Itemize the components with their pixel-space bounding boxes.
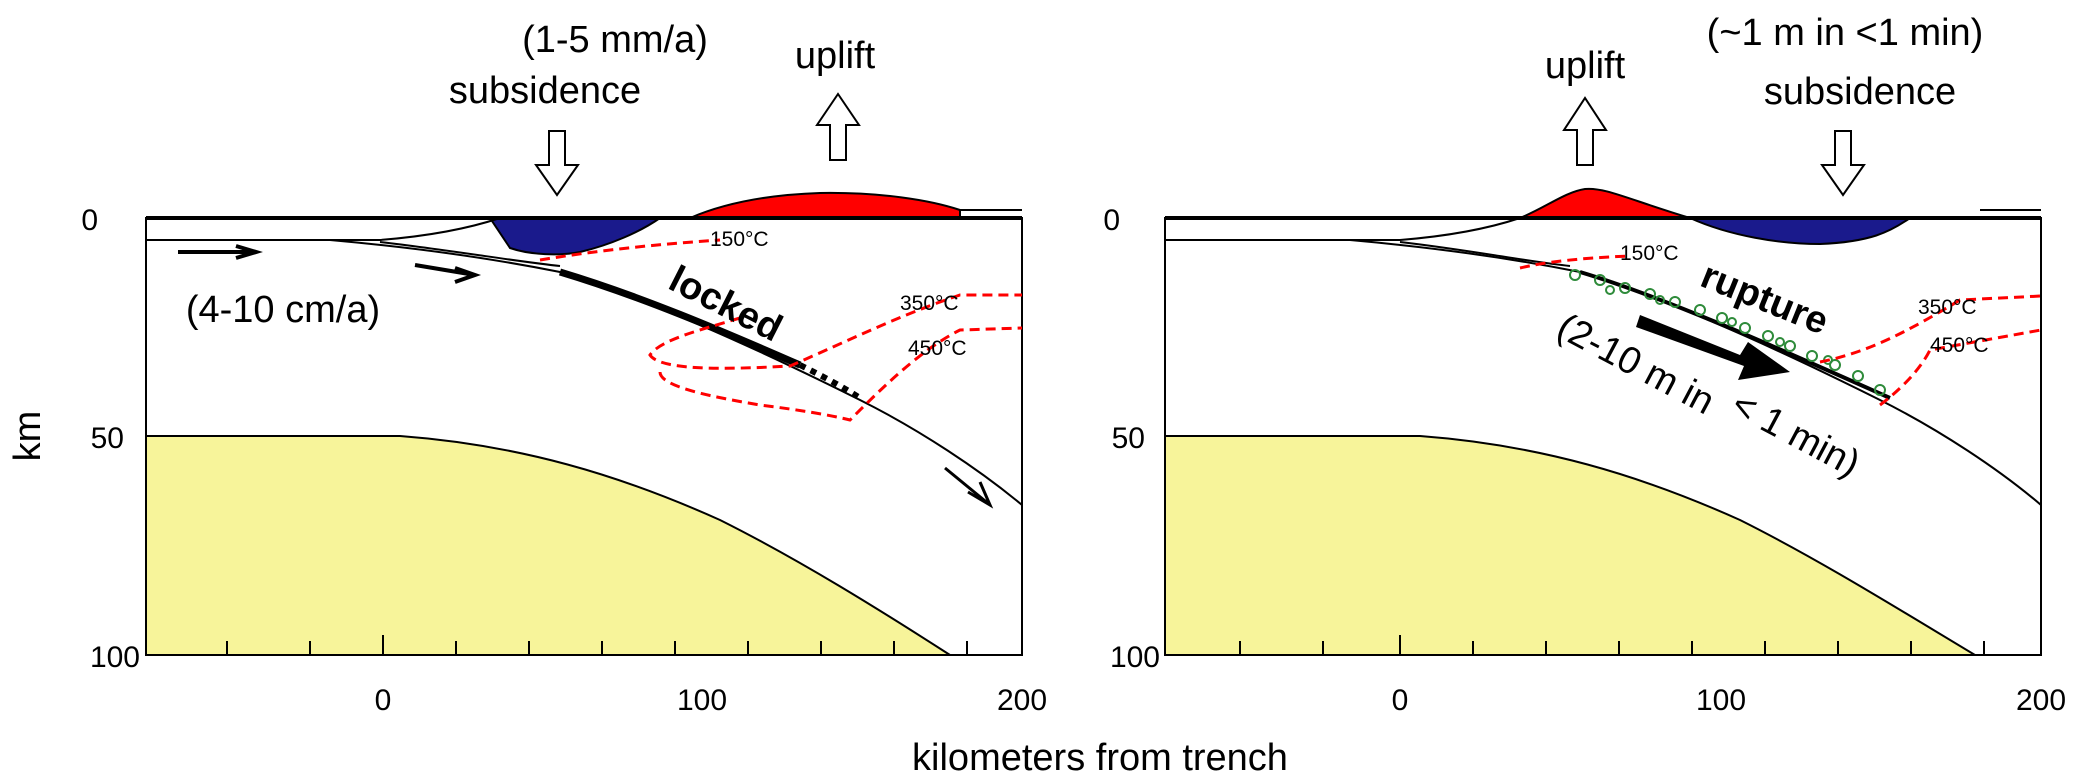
- right-isotherm-450: [1879, 328, 2042, 407]
- right-subsidence-label: subsidence: [1764, 71, 1956, 113]
- left-wedge-base: [379, 241, 561, 267]
- left-uplift-zone: [689, 191, 961, 219]
- right-xtick-label-0: 0: [1392, 684, 1409, 717]
- left-xtick-label-0: 0: [375, 684, 392, 717]
- left-convergence-rate: (4-10 cm/a): [186, 289, 380, 331]
- right-panel: uplift (~1 m in <1 min) subsidence ruptu…: [1103, 12, 2066, 717]
- right-xticks: [1239, 635, 1985, 655]
- right-wedge-top: [1165, 217, 1521, 241]
- left-plate-motion-arrow: [178, 244, 263, 260]
- right-ytick-label-100: 100: [1110, 641, 1160, 674]
- left-subsidence-label: subsidence: [449, 70, 641, 112]
- right-slip-amount-line1: (2-10 m in: [1550, 306, 1721, 423]
- left-uplift-label: uplift: [795, 35, 876, 77]
- left-ytick-label-100: 100: [90, 641, 140, 674]
- left-locked-dashes: [798, 362, 862, 401]
- left-xtick-label-100: 100: [677, 684, 727, 717]
- left-isotherm-450-label: 450°C: [908, 337, 967, 360]
- y-axis-label: km: [7, 411, 49, 462]
- left-panel: (1-5 mm/a) subsidence uplift (4-10 cm/a)…: [7, 19, 1047, 717]
- right-rupture-zone: [1579, 270, 1891, 400]
- left-locked-zone: [558, 268, 802, 369]
- right-ytick-label-50: 50: [1112, 422, 1145, 455]
- left-isotherm-150: [539, 238, 721, 262]
- right-slip-arrow: [1636, 315, 1790, 380]
- right-subsidence-arrow-icon: [1820, 130, 1866, 197]
- right-rupture-markers: [1569, 269, 1886, 396]
- right-mantle-region: [1164, 435, 1979, 656]
- right-isotherm-150-label: 150°C: [1620, 242, 1679, 265]
- left-uplift-arrow-icon: [815, 92, 861, 161]
- left-mantle-region: [145, 435, 954, 656]
- left-isotherm-350-label: 350°C: [900, 292, 959, 315]
- right-wedge-base: [1399, 241, 1571, 267]
- left-ytick-label-50: 50: [91, 422, 124, 455]
- right-uplift-arrow-icon: [1562, 96, 1608, 166]
- right-ytick-label-0: 0: [1103, 204, 1120, 237]
- right-slip-amount-line2: < 1 min): [1725, 383, 1867, 485]
- right-isotherm-350-label: 350°C: [1918, 296, 1977, 319]
- left-subsidence-rate: (1-5 mm/a): [522, 19, 708, 61]
- left-subsidence-arrow-icon: [534, 130, 580, 197]
- right-xtick-label-100: 100: [1696, 684, 1746, 717]
- left-subsidence-zone: [488, 217, 664, 256]
- right-isotherm-450-label: 450°C: [1930, 334, 1989, 357]
- left-isotherm-450: [658, 326, 1023, 422]
- right-uplift-zone: [1519, 187, 1691, 219]
- left-deep-slab-arrow: [944, 466, 994, 509]
- left-xticks: [226, 635, 968, 655]
- left-slab-motion-arrow: [414, 263, 482, 284]
- left-wedge-top: [146, 217, 501, 241]
- right-uplift-label: uplift: [1545, 45, 1626, 87]
- x-axis-label: kilometers from trench: [912, 737, 1288, 779]
- right-subsidence-rate: (~1 m in <1 min): [1707, 12, 1984, 54]
- right-xtick-label-200: 200: [2016, 684, 2066, 717]
- right-rupture-label: rupture: [1695, 254, 1834, 343]
- right-isotherm-350: [1819, 294, 2042, 364]
- right-isotherm-150: [1519, 254, 1631, 270]
- left-xtick-label-200: 200: [997, 684, 1047, 717]
- right-subsidence-zone: [1689, 217, 1914, 246]
- left-isotherm-350: [648, 293, 1022, 370]
- left-isotherm-150-label: 150°C: [710, 228, 769, 251]
- left-ytick-label-0: 0: [81, 204, 98, 237]
